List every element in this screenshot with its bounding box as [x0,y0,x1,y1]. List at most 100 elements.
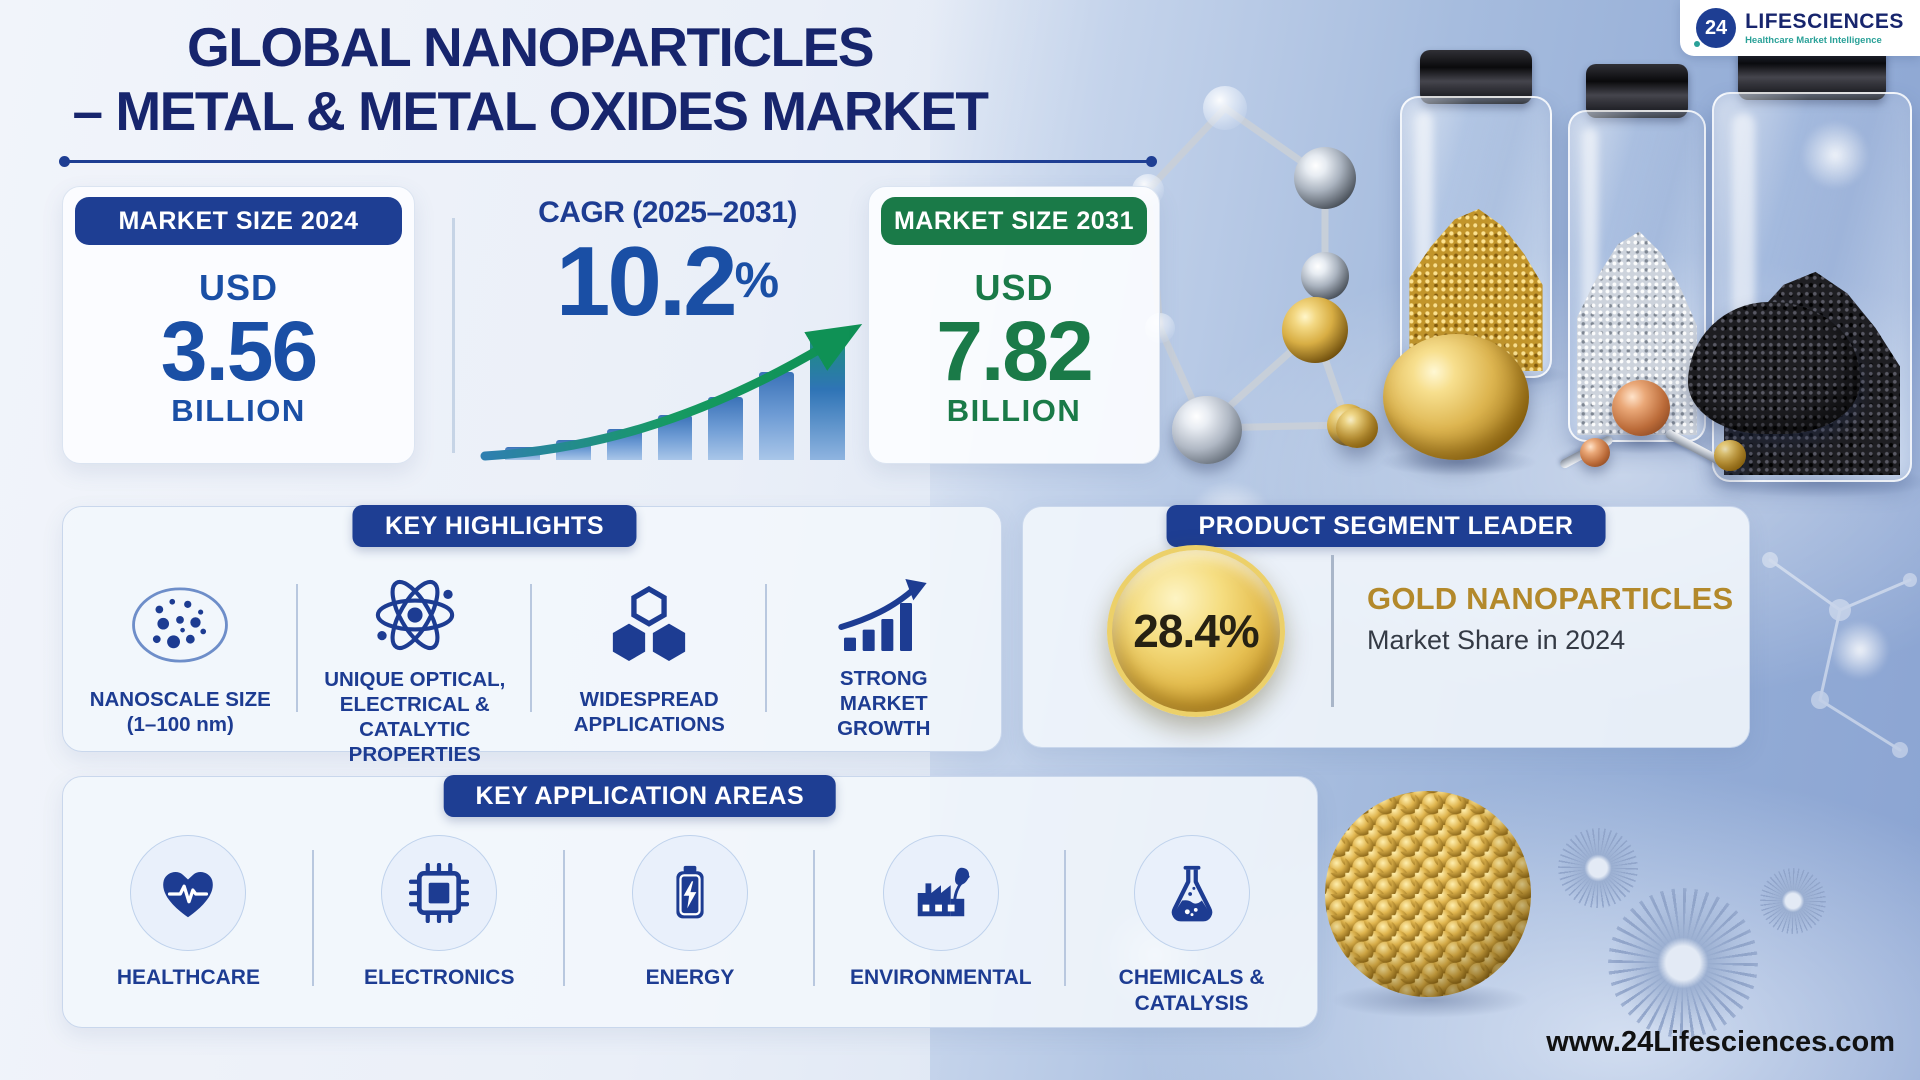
market-size-2031-value: 7.82 [936,304,1094,398]
item-separator [295,584,298,712]
title-line-1: GLOBAL NANOPARTICLES [186,16,875,78]
product-segment-leader-header: PRODUCT SEGMENT LEADER [1166,505,1606,547]
underline-dot-right [1146,156,1157,167]
market-size-2024-header: MARKET SIZE 2024 [75,197,402,245]
underline-dot-left [59,156,70,167]
cagr-block: CAGR (2025–2031) 10.2% [475,196,863,464]
small-gold-sphere [1336,408,1378,448]
segment-leader-name: GOLD NANOPARTICLES [1367,581,1734,616]
stat-divider [452,218,455,453]
application-items: HEALTHCARE ELECTRONICS [63,823,1317,1017]
nanoparticles-icon [128,571,232,679]
silver-powder-vial [1568,64,1706,442]
icon-circle [631,835,748,951]
vial-glass [1568,110,1706,442]
cagr-bar [555,439,591,460]
application-label: ELECTRONICS [363,966,515,989]
cagr-header: CAGR (2025–2031) [538,196,797,229]
currency-label: USD [974,267,1054,308]
application-label: CHEMICALS & CATALYSIS [1118,966,1265,1015]
key-highlights-header: KEY HIGHLIGHTS [352,505,636,547]
copper-sphere-small [1580,438,1610,467]
cagr-bar [505,447,540,460]
application-item-energy: ENERGY [565,823,816,1017]
market-size-2031-card: MARKET SIZE 2031 USD 7.82 BILLION [868,186,1160,464]
market-size-2031-header: MARKET SIZE 2031 [881,197,1147,245]
brand-logo: 24 LIFESCIENCES Healthcare Market Intell… [1680,0,1920,56]
title-line-2: – METAL & METAL OXIDES MARKET [72,79,989,142]
highlight-label: STRONG MARKET GROWTH [837,667,931,740]
gold-coin-badge: 28.4% [1107,545,1285,717]
gold-nanoparticle-sphere [1383,334,1529,460]
highlight-label: NANOSCALE SIZE (1–100 nm) [89,688,271,736]
highlight-label: UNIQUE OPTICAL, ELECTRICAL & CATALYTIC P… [324,668,506,766]
cagr-percent-sign: % [734,252,780,308]
cagr-bar [810,339,846,460]
segment-leader-subtitle: Market Share in 2024 [1367,625,1626,655]
currency-label: USD [198,267,278,308]
segment-divider [1331,555,1334,707]
spiky-nanoparticle [1558,828,1638,908]
cagr-bar [759,371,795,460]
cagr-bar [708,397,744,460]
website-link[interactable]: www.24Lifesciences.com [1546,1026,1895,1058]
application-item-electronics: ELECTRONICS [314,823,565,1017]
gold-sphere-small [1714,440,1746,471]
eco-factory-icon [917,867,970,917]
highlight-item-growth: STRONG MARKET GROWTH [767,559,1002,741]
icon-circle [882,835,999,951]
key-highlights-panel: KEY HIGHLIGHTS NANOSCALE SIZE (1–100 nm) [62,505,1002,766]
highlights-items: NANOSCALE SIZE (1–100 nm) [63,559,1002,766]
gold-nanocluster-illustration [1325,791,1531,997]
application-label: ENERGY [645,966,735,989]
highlight-label: WIDESPREAD APPLICATIONS [573,688,725,736]
heart-pulse-icon [163,872,214,918]
logo-24-badge: 24 [1694,8,1737,48]
highlight-item-properties: UNIQUE OPTICAL, ELECTRICAL & CATALYTIC P… [298,559,532,766]
faint-molecule-network [1762,552,1917,758]
bokeh-light [1830,620,1890,680]
item-separator [311,850,314,986]
black-powder-mound [1688,302,1860,434]
spiky-nanoparticle [1608,888,1758,1038]
market-share-value: 28.4% [1133,605,1259,657]
vial-cap [1419,50,1533,104]
unit-label: BILLION [946,393,1082,428]
key-application-areas-header: KEY APPLICATION AREAS [443,775,837,817]
microchip-icon [409,863,470,923]
item-separator [562,850,565,986]
icon-circle [381,835,498,951]
vial-cap [1585,64,1689,118]
market-size-2024-card: MARKET SIZE 2024 USD 3.56 BILLION [62,186,415,464]
logo-tagline: Healthcare Market Intelligence [1745,34,1882,46]
page-title: GLOBAL NANOPARTICLES – METAL & METAL OXI… [70,16,990,144]
item-separator [764,584,767,712]
application-item-environmental: ENVIRONMENTAL [815,823,1067,1017]
gold-powder-vial [1400,50,1552,378]
application-item-chemicals: CHEMICALS & CATALYSIS [1066,823,1317,1017]
icon-circle [130,835,247,951]
cagr-number-text: 10.2 [555,226,738,336]
spiky-nanoparticle [1760,868,1826,934]
flask-icon [1171,865,1212,922]
copper-sphere [1612,380,1670,436]
cagr-bar [657,414,693,460]
item-separator [1064,850,1067,986]
highlight-item-nanoscale: NANOSCALE SIZE (1–100 nm) [63,559,298,741]
growth-chart-icon [836,571,932,658]
application-label: HEALTHCARE [116,966,260,989]
item-separator [813,850,816,986]
battery-icon [676,865,704,919]
unit-label: BILLION [171,393,306,428]
cagr-bar-chart [497,334,853,460]
key-application-areas-panel: KEY APPLICATION AREAS HEALTHCARE [62,775,1318,1028]
application-label: ENVIRONMENTAL [849,966,1032,989]
item-separator [530,584,532,712]
logo-number: 24 [1704,16,1728,39]
atom-icon [371,571,459,659]
hexagons-icon [601,571,697,679]
title-underline [59,156,1157,167]
logo-name: LIFESCIENCES [1745,9,1904,33]
highlight-item-applications: WIDESPREAD APPLICATIONS [532,559,767,741]
